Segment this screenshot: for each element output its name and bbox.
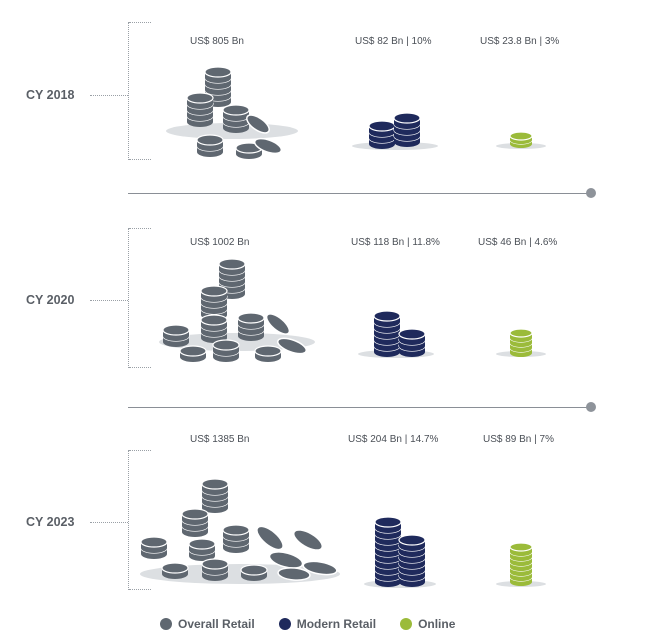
overall-coin-tilted xyxy=(253,137,283,155)
overall-coin-stack xyxy=(204,66,232,107)
bracket-2020 xyxy=(128,228,151,368)
legend-item-online: Online xyxy=(400,617,455,631)
modern-coin-stack xyxy=(374,516,402,587)
bracket-2023 xyxy=(128,450,151,590)
legend-item-modern-retail: Modern Retail xyxy=(278,617,377,631)
overall-coin-stack xyxy=(235,142,263,159)
modern-value-2018: US$ 82 Bn | 10% xyxy=(355,36,432,47)
modern-coin-stack xyxy=(393,112,421,147)
overall-value-2020: US$ 1002 Bn xyxy=(190,237,250,248)
legend-item-overall-retail: Overall Retail xyxy=(160,617,255,631)
modern-retail-dot-icon xyxy=(278,618,291,630)
overall-coin-stack xyxy=(161,562,189,579)
row-divider xyxy=(128,193,591,194)
modern-coin-stack xyxy=(398,328,426,357)
year-label-2023: CY 2023 xyxy=(26,515,75,529)
online-coin-stack xyxy=(509,542,533,586)
online-dot-icon xyxy=(400,618,413,630)
year-connector-2023 xyxy=(90,522,128,523)
modern-coin-stack xyxy=(368,120,396,149)
overall-coin-stack xyxy=(179,345,207,362)
bracket-2018 xyxy=(128,22,151,160)
overall-coin-stack xyxy=(254,345,282,362)
legend-label: Overall Retail xyxy=(178,617,255,631)
legend-label: Online xyxy=(418,617,456,631)
overall-coin-stack xyxy=(200,285,228,320)
year-connector-2020 xyxy=(90,300,128,301)
overall-coin-stack xyxy=(201,478,229,513)
overall-coin-stack xyxy=(186,92,214,127)
overall-coin-stack xyxy=(162,324,190,347)
legend: Overall Retail Modern Retail Online xyxy=(160,617,455,631)
year-connector-2018 xyxy=(90,95,128,96)
overall-coin-stack xyxy=(222,104,250,133)
overall-coin-stack xyxy=(237,312,265,341)
online-value-2020: US$ 46 Bn | 4.6% xyxy=(478,237,558,248)
overall-value-2018: US$ 805 Bn xyxy=(190,36,244,47)
modern-value-2023: US$ 204 Bn | 14.7% xyxy=(348,434,439,445)
overall-coin-stack xyxy=(212,339,240,362)
overall-coin-tilted xyxy=(246,114,270,134)
overall-coin-tilted xyxy=(265,313,291,335)
overall-coin-tilted xyxy=(292,529,324,551)
online-value-2023: US$ 89 Bn | 7% xyxy=(483,434,554,445)
overall-coin-stack xyxy=(196,134,224,157)
modern-value-2020: US$ 118 Bn | 11.8% xyxy=(351,237,440,248)
overall-retail-dot-icon xyxy=(160,618,172,630)
overall-coin-stack xyxy=(188,538,216,561)
overall-coin-stack xyxy=(200,314,228,343)
online-coin-stack xyxy=(509,328,533,357)
year-label-2020: CY 2020 xyxy=(26,293,75,307)
overall-coin-tilted xyxy=(302,560,338,576)
overall-coin-stack xyxy=(140,536,168,559)
online-coin-stack xyxy=(509,131,533,148)
divider-end-dot xyxy=(586,188,596,198)
divider-end-dot xyxy=(586,402,596,412)
overall-coin-tilted xyxy=(268,551,304,569)
modern-coin-stack xyxy=(398,534,426,587)
year-label-2018: CY 2018 xyxy=(26,88,75,102)
modern-coin-stack xyxy=(373,310,401,357)
overall-coin-stack xyxy=(201,558,229,581)
overall-coin-stack xyxy=(222,524,250,553)
overall-coin-tilted xyxy=(256,525,284,551)
overall-coin-stack xyxy=(181,508,209,537)
legend-label: Modern Retail xyxy=(296,617,377,631)
overall-coin-tilted xyxy=(277,337,307,355)
row-divider xyxy=(128,407,591,408)
overall-coin-tilted xyxy=(277,567,311,581)
overall-coin-stack xyxy=(218,258,246,299)
overall-coin-stack xyxy=(240,564,268,581)
overall-value-2023: US$ 1385 Bn xyxy=(190,434,250,445)
online-value-2018: US$ 23.8 Bn | 3% xyxy=(480,36,560,47)
